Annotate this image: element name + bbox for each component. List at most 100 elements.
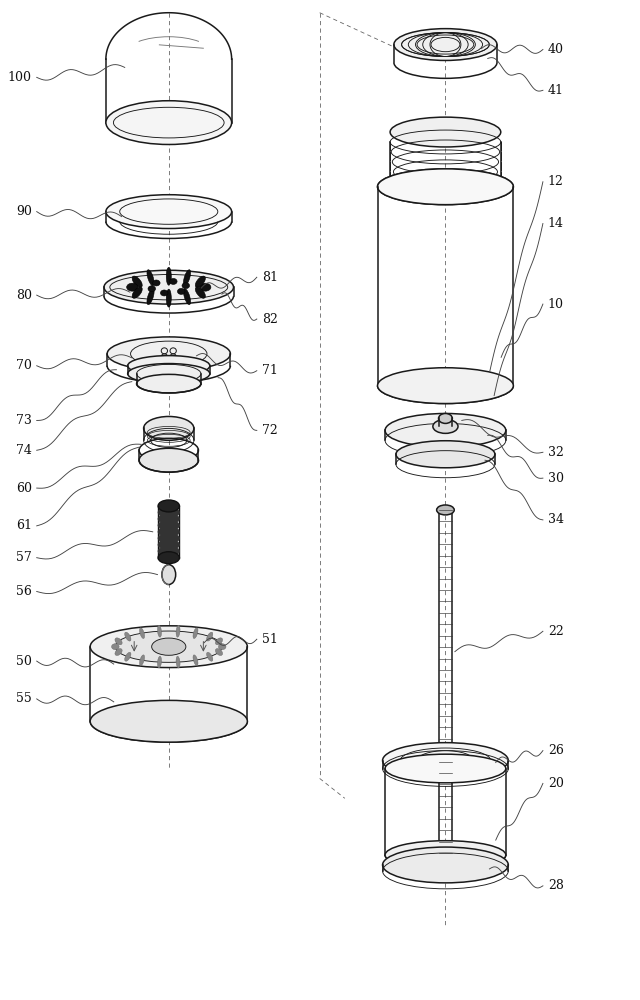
Ellipse shape [216,638,223,645]
Text: 34: 34 [548,513,564,526]
Ellipse shape [115,631,222,662]
Text: 50: 50 [16,655,32,668]
Text: 82: 82 [262,313,278,326]
Text: 22: 22 [548,625,564,638]
Ellipse shape [152,280,160,286]
Ellipse shape [158,540,179,550]
Text: 30: 30 [548,472,564,485]
Ellipse shape [378,169,513,205]
Ellipse shape [394,29,497,60]
Text: 41: 41 [548,84,564,97]
Ellipse shape [182,283,189,289]
Ellipse shape [200,283,211,291]
Ellipse shape [104,270,234,304]
Text: 14: 14 [548,217,564,230]
Ellipse shape [162,565,176,585]
Ellipse shape [193,655,198,666]
Ellipse shape [385,413,506,447]
Text: 12: 12 [548,175,564,188]
Ellipse shape [436,505,454,515]
Ellipse shape [157,656,161,668]
Ellipse shape [193,628,198,638]
Text: 61: 61 [16,519,32,532]
Ellipse shape [147,270,154,286]
Ellipse shape [147,289,154,305]
Text: 57: 57 [16,551,32,564]
Ellipse shape [140,628,145,638]
Ellipse shape [170,278,177,284]
Ellipse shape [127,283,138,291]
Text: 10: 10 [548,298,564,311]
Ellipse shape [218,644,226,650]
Ellipse shape [111,644,119,650]
Ellipse shape [184,270,191,286]
Ellipse shape [157,625,161,637]
Ellipse shape [152,638,186,655]
Ellipse shape [158,500,179,512]
Ellipse shape [139,448,198,472]
Ellipse shape [176,625,180,637]
Ellipse shape [166,289,172,307]
Ellipse shape [90,626,248,668]
Ellipse shape [438,413,452,423]
Text: 73: 73 [16,414,32,427]
Ellipse shape [158,514,179,524]
Ellipse shape [158,552,179,564]
Ellipse shape [378,169,513,205]
Ellipse shape [115,638,122,645]
Ellipse shape [385,841,506,869]
Text: 90: 90 [16,205,32,218]
Text: 70: 70 [16,359,32,372]
Ellipse shape [127,364,210,384]
Text: 55: 55 [16,692,32,705]
Ellipse shape [125,632,131,641]
Ellipse shape [383,743,508,778]
Ellipse shape [158,520,179,530]
Ellipse shape [390,117,500,147]
Ellipse shape [125,652,131,661]
Text: 72: 72 [262,424,278,437]
Ellipse shape [127,356,210,376]
Ellipse shape [148,286,156,292]
Ellipse shape [140,655,145,666]
Ellipse shape [158,527,179,537]
Ellipse shape [207,652,213,661]
Text: 60: 60 [16,482,32,495]
Text: 40: 40 [548,43,564,56]
Ellipse shape [90,700,248,742]
Text: 51: 51 [262,633,278,646]
Ellipse shape [136,374,201,393]
Text: 32: 32 [548,446,564,459]
Ellipse shape [378,368,513,404]
Ellipse shape [106,195,232,229]
Ellipse shape [106,101,232,144]
Text: 74: 74 [16,444,32,457]
Ellipse shape [161,290,168,296]
Ellipse shape [132,287,142,298]
Ellipse shape [177,288,185,294]
Ellipse shape [158,546,179,556]
Text: 71: 71 [262,364,278,377]
Ellipse shape [216,649,223,656]
Text: 100: 100 [8,71,32,84]
Ellipse shape [385,754,506,783]
Ellipse shape [132,276,142,287]
Ellipse shape [396,441,495,468]
Ellipse shape [176,656,180,668]
Text: 81: 81 [262,271,278,284]
Ellipse shape [184,289,191,305]
Text: 26: 26 [548,744,564,757]
Text: 56: 56 [16,585,32,598]
Ellipse shape [143,416,194,440]
Ellipse shape [207,632,213,641]
Ellipse shape [158,533,179,543]
Text: 28: 28 [548,879,564,892]
Ellipse shape [195,287,205,298]
Ellipse shape [433,419,458,433]
Text: 20: 20 [548,777,564,790]
Text: 80: 80 [16,289,32,302]
Ellipse shape [115,649,122,656]
Ellipse shape [166,267,172,285]
Ellipse shape [383,847,508,883]
Ellipse shape [107,337,230,371]
